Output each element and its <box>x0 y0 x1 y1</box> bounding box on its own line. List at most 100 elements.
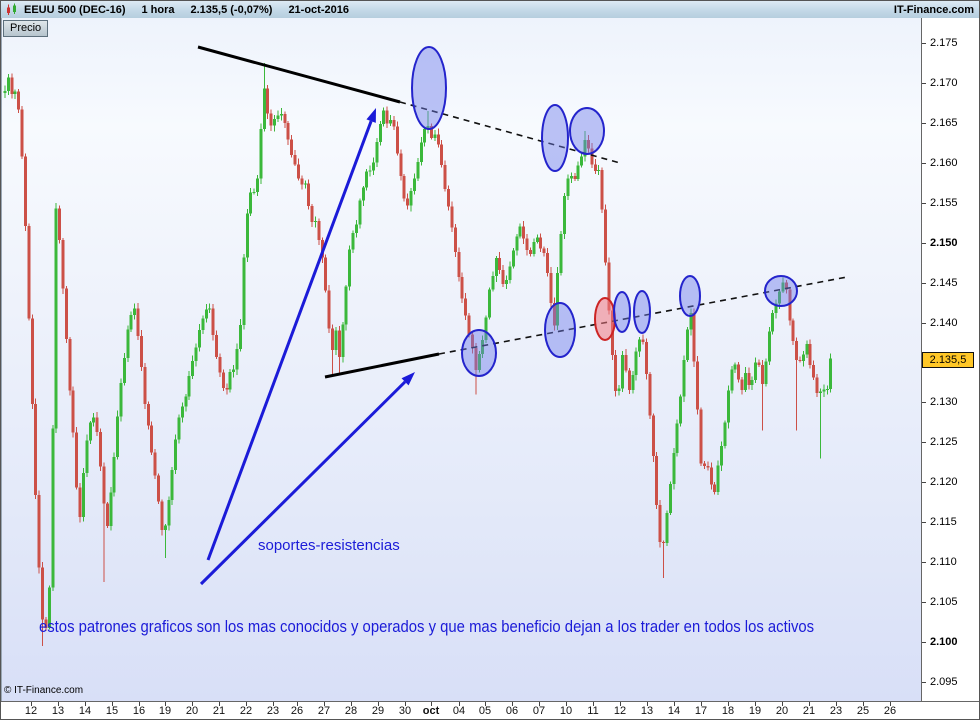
time-axis-label: 05 <box>478 705 492 717</box>
time-tick <box>485 702 486 706</box>
price-axis-label: 2.140 <box>930 316 958 329</box>
price-axis-label: 2.125 <box>930 436 958 449</box>
time-axis-label: 12 <box>613 705 627 717</box>
blue-ellipse-annotation[interactable] <box>569 107 605 155</box>
time-tick <box>219 702 220 706</box>
time-tick <box>112 702 113 706</box>
current-price-tag: 2.135,5 <box>922 351 974 368</box>
price-axis-label: 2.165 <box>930 116 958 129</box>
time-axis-label: 11 <box>587 705 599 717</box>
time-axis-label: 07 <box>532 705 546 717</box>
blue-ellipse-annotation[interactable] <box>679 275 701 317</box>
time-axis-label: 12 <box>24 705 38 717</box>
blue-ellipse-annotation[interactable] <box>764 275 798 307</box>
price-axis-label: 2.175 <box>930 37 958 49</box>
price-tick <box>922 162 926 164</box>
price-tick <box>922 242 926 244</box>
title-bar: EEUU 500 (DEC-16) 1 hora 2.135,5 (-0,07%… <box>1 1 979 19</box>
red-ellipse-annotation[interactable] <box>594 297 616 341</box>
timeframe-label: 1 hora <box>141 3 175 16</box>
trendline-solid[interactable] <box>324 352 440 379</box>
time-axis-label: 27 <box>317 705 331 717</box>
time-axis-label: 23 <box>266 705 280 717</box>
time-tick <box>192 702 193 706</box>
price-axis-label: 2.110 <box>930 556 957 569</box>
price-axis-label: 2.120 <box>930 476 958 489</box>
time-tick <box>701 702 702 706</box>
time-tick <box>539 702 540 706</box>
time-axis-label: 16 <box>132 705 146 717</box>
trendline-solid[interactable] <box>197 45 401 104</box>
precio-tab[interactable]: Precio <box>3 20 49 37</box>
time-tick <box>378 702 379 706</box>
time-axis-label: 26 <box>290 705 304 717</box>
time-axis-label: 20 <box>185 705 199 717</box>
arrow-annotation[interactable] <box>199 380 407 586</box>
blue-ellipse-annotation[interactable] <box>613 291 631 333</box>
time-tick <box>728 702 729 706</box>
price-axis-label: 2.150 <box>930 236 958 249</box>
price-axis-label: 2.130 <box>930 396 958 409</box>
arrow-head[interactable] <box>401 372 415 386</box>
time-axis-label: 04 <box>452 705 466 717</box>
time-axis-label: oct <box>422 705 440 717</box>
time-tick <box>431 702 432 706</box>
time-axis-label: 30 <box>398 705 412 717</box>
arrow-head[interactable] <box>366 108 376 123</box>
time-axis-label: 21 <box>212 705 226 717</box>
copyright-label: © IT-Finance.com <box>4 685 84 696</box>
time-tick <box>31 702 32 706</box>
time-tick <box>863 702 864 706</box>
time-tick <box>273 702 274 706</box>
time-axis-label: 21 <box>802 705 816 717</box>
trendline-dashed[interactable] <box>438 276 848 355</box>
price-tick <box>922 282 926 284</box>
candles <box>3 62 833 647</box>
time-axis-label: 25 <box>856 705 870 717</box>
price-tick <box>922 322 926 324</box>
blue-ellipse-annotation[interactable] <box>544 302 576 358</box>
price-tick <box>922 442 926 444</box>
time-axis-label: 29 <box>371 705 385 717</box>
blue-ellipse-annotation[interactable] <box>541 104 569 172</box>
time-tick <box>782 702 783 706</box>
blue-ellipse-annotation[interactable] <box>461 329 497 377</box>
time-tick <box>85 702 86 706</box>
price-tick <box>922 82 926 84</box>
time-axis-label: 18 <box>721 705 735 717</box>
price-tick <box>922 682 926 683</box>
price-tick <box>922 602 926 604</box>
price-axis-label: 2.145 <box>930 276 958 289</box>
time-tick <box>674 702 675 706</box>
time-axis-label: 14 <box>667 705 681 717</box>
time-axis-label: 17 <box>694 705 708 717</box>
price-axis-label: 2.095 <box>930 676 958 688</box>
time-tick <box>246 702 247 706</box>
brand-label: IT-Finance.com <box>893 3 974 16</box>
price-axis-label: 2.100 <box>930 636 958 649</box>
price-tick <box>922 202 926 204</box>
time-axis-label: 06 <box>505 705 519 717</box>
patterns-annotation[interactable]: estos patrones graficos son los mas cono… <box>39 618 815 636</box>
time-tick <box>809 702 810 706</box>
time-axis-label: 23 <box>829 705 843 717</box>
time-tick <box>165 702 166 706</box>
price-axis-label: 2.160 <box>930 156 958 169</box>
time-axis-label: 19 <box>748 705 762 717</box>
time-tick <box>890 702 891 706</box>
blue-ellipse-annotation[interactable] <box>633 290 651 334</box>
time-tick <box>836 702 837 706</box>
time-axis-label: 13 <box>51 705 65 717</box>
time-axis-label: 14 <box>78 705 92 717</box>
blue-ellipse-annotation[interactable] <box>411 46 447 130</box>
support-resistance-annotation[interactable]: soportes-resistencias <box>258 537 400 554</box>
price-chart-canvas[interactable] <box>2 18 922 701</box>
time-axis-label: 20 <box>775 705 789 717</box>
chart-plot-area[interactable] <box>1 18 922 701</box>
time-tick <box>297 702 298 706</box>
time-axis-label: 22 <box>239 705 253 717</box>
arrow-annotation[interactable] <box>206 120 373 561</box>
time-axis[interactable]: 12 13 14 15 16 19 20 21 22 23 26 27 28 29 30 oct 04 05 06 0… <box>1 701 979 719</box>
price-axis[interactable]: 2.175 2.170 2.165 2.160 2.155 2.150 2.145 2.140… <box>921 18 979 701</box>
